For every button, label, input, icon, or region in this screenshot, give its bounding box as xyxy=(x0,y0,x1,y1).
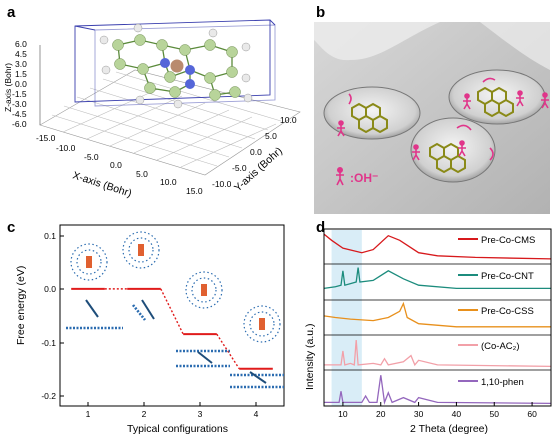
xrd-pattern-line xyxy=(323,301,551,328)
xrd-patterns xyxy=(323,233,552,405)
carbon-layer-icon xyxy=(66,304,284,389)
pore xyxy=(410,117,496,183)
energy-levels xyxy=(71,287,273,370)
x-tick-label: 1 xyxy=(86,409,91,419)
panel-a-y-ticks: 10.0 5.0 0.0 -5.0 -10.0 xyxy=(212,115,297,189)
stack-dividers xyxy=(324,263,551,371)
panel-a: a xyxy=(3,4,301,200)
y-tick-label: 5.0 xyxy=(265,131,277,141)
z-tick-label: -1.5 xyxy=(12,89,27,99)
adsorbed-molecule xyxy=(477,86,514,118)
panel-c-y-axis-label: Free energy (eV) xyxy=(15,266,27,345)
panel-d-plot-frame xyxy=(323,228,552,407)
panel-d-x-ticks: 10 20 30 40 50 60 xyxy=(338,402,537,419)
legend: Pre-Co-CMS Pre-Co-CNT Pre-Co-CSS (Co-AC₂… xyxy=(458,235,535,388)
x-tick-label: 4 xyxy=(254,409,259,419)
z-tick-label: -6.0 xyxy=(12,119,27,129)
energy-connector xyxy=(160,288,184,335)
panel-d-y-axis-label: Intensity (a.u.) xyxy=(304,323,316,390)
panel-c: c Free energy (eV) Typical configuration… xyxy=(7,219,285,435)
panel-a-label: a xyxy=(7,4,16,21)
panel-d-x-axis-label: 2 Theta (degree) xyxy=(410,423,488,435)
x-tick-label: -15.0 xyxy=(36,133,56,143)
legend-label-pre-co-css: Pre-Co-CSS xyxy=(481,306,534,317)
panel-c-y-ticks: 0.1 0.0 -0.1 -0.2 xyxy=(41,231,64,401)
panel-a-molecule xyxy=(99,23,253,109)
oh-legend-text: :OH⁻ xyxy=(350,171,378,185)
panel-b-label: b xyxy=(316,4,325,21)
z-tick-label: -3.0 xyxy=(12,99,27,109)
oh-ion-icon xyxy=(516,90,524,107)
panel-c-label: c xyxy=(7,219,15,236)
xrd-pattern-line xyxy=(323,233,552,260)
panel-a-bounding-box xyxy=(74,19,276,107)
x-axis-label: X-axis (Bohr) xyxy=(71,169,133,199)
panel-b: b xyxy=(314,4,550,214)
legend-label-pre-co-cms: Pre-Co-CMS xyxy=(481,235,535,246)
oh-ion-icon xyxy=(412,144,420,161)
x-tick-label: 2 xyxy=(142,409,147,419)
x-tick-label: 50 xyxy=(490,409,500,419)
molecule-cluster-icon xyxy=(85,299,267,384)
xrd-pattern-line xyxy=(324,340,552,368)
pore xyxy=(323,86,421,140)
z-tick-label: 0.0 xyxy=(15,79,27,89)
x-tick-label: 20 xyxy=(376,409,386,419)
energy-connector xyxy=(216,333,240,370)
legend-label-pre-co-cnt: Pre-Co-CNT xyxy=(481,271,534,282)
oh-ion-icon xyxy=(541,92,549,109)
x-tick-label: 10 xyxy=(338,409,348,419)
molecule-cluster-icon xyxy=(86,244,265,330)
surface-highlight xyxy=(480,22,550,70)
molecule-cluster-icon xyxy=(70,231,281,343)
panel-a-floor-grid xyxy=(39,69,301,176)
y-tick-label: 0.0 xyxy=(250,147,262,157)
panel-d-label: d xyxy=(316,219,325,236)
y-tick-label: -0.2 xyxy=(41,391,56,401)
xrd-pattern-line xyxy=(323,267,551,290)
surface-highlight xyxy=(314,22,440,61)
legend-label-co-ac2: (Co-AC₂) xyxy=(481,341,520,352)
y-tick-label: 10.0 xyxy=(280,115,297,125)
panel-d: d Intensity (a.u.) 2 Theta (degree) 10 20… xyxy=(304,219,552,435)
x-tick-label: -10.0 xyxy=(56,143,76,153)
motion-arrow xyxy=(348,77,496,161)
panel-c-x-ticks: 1 2 3 4 xyxy=(86,402,259,419)
x-tick-label: 5.0 xyxy=(136,169,148,179)
z-tick-label: 1.5 xyxy=(15,69,27,79)
panel-c-plot-frame xyxy=(59,224,285,407)
y-tick-label: -0.1 xyxy=(41,338,56,348)
z-tick-label: 4.5 xyxy=(15,49,27,59)
y-tick-label: -5.0 xyxy=(232,163,247,173)
z-tick-label: 6.0 xyxy=(15,39,27,49)
z-tick-label: -4.5 xyxy=(12,109,27,119)
panel-a-x-ticks: -15.0 -10.0 -5.0 0.0 5.0 10.0 15.0 xyxy=(36,133,203,196)
y-tick-label: -10.0 xyxy=(212,179,232,189)
oh-ion-icon xyxy=(463,93,471,110)
x-tick-label: -5.0 xyxy=(84,152,99,162)
adsorbed-molecule xyxy=(351,102,388,134)
y-tick-label: 0.0 xyxy=(44,284,56,294)
legend-label-phen: 1,10-phen xyxy=(481,377,524,388)
oh-ion-icon xyxy=(337,120,345,137)
x-tick-label: 0.0 xyxy=(110,160,122,170)
z-tick-label: 3.0 xyxy=(15,59,27,69)
panel-a-z-ticks: 6.0 4.5 3.0 1.5 0.0 -1.5 -3.0 -4.5 -6.0 xyxy=(12,39,27,129)
x-tick-label: 3 xyxy=(198,409,203,419)
oh-ion-icon xyxy=(458,140,466,157)
x-tick-label: 40 xyxy=(452,409,462,419)
x-tick-label: 30 xyxy=(414,409,424,419)
xrd-pattern-line xyxy=(324,375,552,405)
adsorbed-molecule xyxy=(429,142,466,174)
panel-c-x-axis-label: Typical configurations xyxy=(127,423,228,435)
oh-ion-icon xyxy=(336,167,344,186)
x-tick-label: 15.0 xyxy=(186,186,203,196)
x-tick-label: 10.0 xyxy=(160,177,177,187)
x-tick-label: 60 xyxy=(527,409,537,419)
z-axis-label: Z-axis (Bohr) xyxy=(3,63,13,112)
pore xyxy=(448,69,546,125)
y-tick-label: 0.1 xyxy=(44,231,56,241)
